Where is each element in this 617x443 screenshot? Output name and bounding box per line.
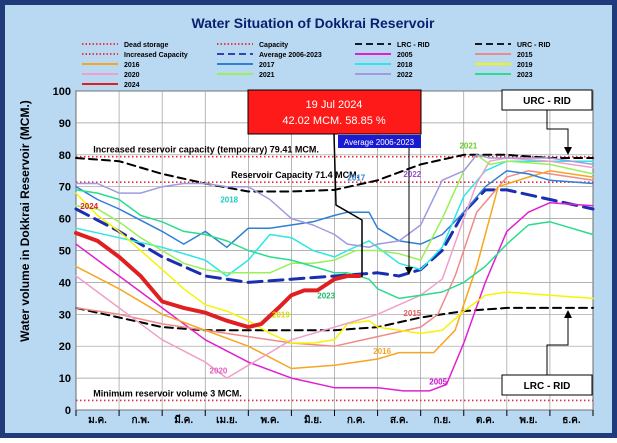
x-tick-label: ต.ค.	[476, 415, 495, 426]
year-label-2015: 2015	[403, 309, 421, 318]
urc-label: URC - RID	[523, 96, 571, 107]
legend-label-increased-capacity: Increased Capacity	[124, 52, 188, 59]
current-value-box	[247, 89, 422, 135]
x-tick-label: ก.พ.	[132, 415, 150, 426]
x-tick-label: พ.ย.	[519, 415, 537, 426]
annotations: 19 Jul 2024 42.02 MCM. 58.85 % Average 2…	[247, 89, 593, 396]
year-label-2024: 2024	[80, 202, 98, 211]
y-tick-label: 40	[59, 277, 71, 289]
y-tick-label: 100	[53, 86, 71, 98]
y-tick-label: 0	[65, 405, 71, 417]
year-label-2023: 2023	[317, 291, 335, 300]
series-urc-rid	[75, 153, 594, 193]
series-2016	[75, 170, 594, 370]
year-label-2019: 2019	[272, 310, 290, 319]
x-tick-label: เม.ย.	[216, 415, 238, 426]
ref-label-increased-capacity: Increased reservoir capacity (temporary)…	[93, 145, 319, 155]
year-label-2005: 2005	[429, 377, 447, 386]
axes: 0 10 20 30 40 50 60 70 80 90 100 ม.ค. ก.พ. มี.ค. เม.ย.…	[53, 86, 594, 426]
average-arrowhead	[405, 267, 413, 275]
legend-label-dead-storage: Dead storage	[124, 42, 168, 49]
average-label-box	[338, 135, 421, 148]
reference-lines: Minimum reservoir volume 3 MCM. Reservoir…	[76, 145, 593, 402]
legend-label-2016: 2016	[124, 62, 140, 69]
legend-label-2021: 2021	[259, 72, 275, 79]
legend-label-capacity: Capacity	[259, 42, 288, 49]
series-2022	[75, 154, 594, 249]
x-tick-label: ก.ค.	[347, 415, 366, 426]
legend-label-2023: 2023	[517, 72, 533, 79]
year-label-2020: 2020	[210, 366, 228, 375]
y-tick-label: 60	[59, 214, 71, 226]
x-tick-label: มี.ค.	[174, 414, 193, 426]
year-label-2021: 2021	[459, 141, 477, 150]
series-lines	[74, 153, 595, 392]
legend-label-average-2006-2023: Average 2006-2023	[259, 52, 322, 59]
legend-label-2017: 2017	[259, 62, 275, 69]
year-label-2022: 2022	[403, 170, 421, 179]
year-label-2017: 2017	[347, 173, 365, 182]
series-lrc-rid	[75, 306, 594, 332]
series-2024	[74, 231, 362, 330]
y-tick-label: 20	[59, 341, 71, 353]
y-tick-label: 80	[59, 150, 71, 162]
series-2023	[75, 189, 594, 300]
ref-label-capacity: Reservoir Capacity 71.4 MCM.	[231, 170, 359, 180]
year-labels: 2024 2018 2017 2022 2021 2019 2023 2015 2016 2020…	[80, 141, 477, 386]
y-tick-label: 30	[59, 309, 71, 321]
x-tick-label: มิ.ย.	[304, 414, 322, 426]
series-2021	[75, 154, 594, 274]
legend-label-2005: 2005	[397, 52, 413, 59]
y-tick-label: 70	[59, 182, 71, 194]
x-tick-label: ก.ย.	[433, 415, 451, 426]
series-2019	[75, 192, 594, 344]
legend: Dead storage Capacity LRC - RID URC - RID In…	[82, 42, 550, 89]
current-value: 42.02 MCM. 58.85 %	[282, 115, 386, 127]
current-date: 19 Jul 2024	[306, 99, 363, 111]
series-2018	[75, 160, 594, 277]
legend-label-urc-rid: URC - RID	[517, 42, 550, 49]
current-value-pointer	[333, 133, 363, 277]
y-tick-label: 10	[59, 373, 71, 385]
y-tick-label: 90	[59, 118, 71, 130]
legend-label-lrc-rid: LRC - RID	[397, 42, 430, 49]
legend-label-2020: 2020	[124, 72, 140, 79]
ref-label-dead-storage: Minimum reservoir volume 3 MCM.	[93, 388, 242, 398]
x-tick-label: พ.ค.	[260, 415, 279, 426]
average-label: Average 2006-2023	[344, 138, 415, 147]
y-axis-label: Water volume in Dokkrai Reservoir (MCM.)	[18, 100, 32, 342]
legend-label-2022: 2022	[397, 72, 413, 79]
lrc-label: LRC - RID	[524, 381, 571, 392]
series-2015	[75, 170, 594, 347]
legend-label-2019: 2019	[517, 62, 533, 69]
legend-label-2018: 2018	[397, 62, 413, 69]
series-2017	[75, 170, 594, 249]
reservoir-chart: Water Situation of Dokkrai Reservoir Wat…	[18, 15, 595, 426]
legend-label-2015: 2015	[517, 52, 533, 59]
series-2020	[75, 157, 594, 379]
series-2005	[75, 201, 594, 392]
x-tick-label: ส.ค.	[390, 415, 409, 426]
year-label-2018: 2018	[220, 196, 238, 205]
series-average-2006-2023	[74, 188, 595, 284]
urc-pointer	[546, 110, 569, 148]
year-label-2016: 2016	[373, 347, 391, 356]
x-tick-label: ธ.ค.	[562, 415, 581, 426]
legend-label-2024: 2024	[124, 82, 140, 89]
lrc-arrowhead	[564, 310, 572, 318]
y-tick-label: 50	[59, 246, 71, 258]
x-tick-label: ม.ค.	[88, 415, 107, 426]
chart-title: Water Situation of Dokkrai Reservoir	[192, 15, 436, 31]
lrc-pointer	[546, 317, 569, 375]
urc-arrowhead	[564, 147, 572, 155]
